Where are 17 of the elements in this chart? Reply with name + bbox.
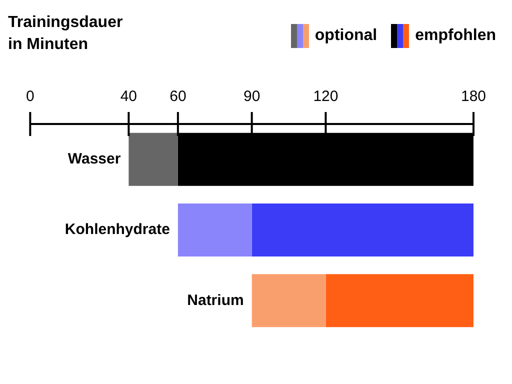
x-tick-label: 40	[120, 88, 138, 106]
x-tick-label: 90	[243, 88, 260, 106]
bar	[252, 204, 474, 256]
x-axis-title: Trainingsdauer in Minuten	[8, 13, 124, 55]
x-tick-label: 180	[460, 88, 486, 106]
x-tick-label: 0	[26, 88, 34, 106]
y-tick-label: Kohlenhydrate	[64, 221, 170, 238]
legend-label: optional	[314, 27, 378, 45]
y-tick-label: Natrium	[187, 292, 244, 309]
y-tick-label: Wasser	[68, 150, 121, 168]
bar	[252, 274, 326, 328]
bar	[178, 204, 252, 256]
bar	[128, 132, 178, 186]
legend-label: empfohlen	[415, 27, 496, 45]
x-tick-label: 60	[170, 88, 186, 106]
x-tick-label: 120	[313, 88, 338, 106]
bar	[326, 274, 474, 328]
